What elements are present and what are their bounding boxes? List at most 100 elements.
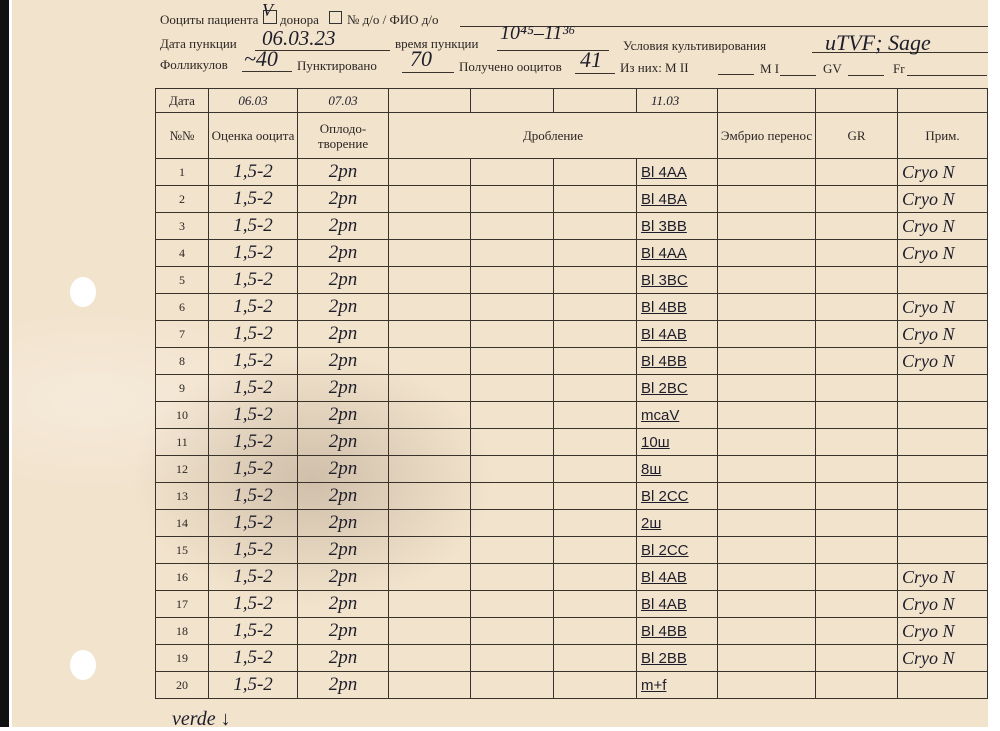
embryo-transfer-cell: [717, 509, 816, 537]
fr-label: Fr: [893, 61, 905, 76]
mi-label: M I: [760, 61, 780, 76]
embryo-transfer-cell: [717, 671, 816, 699]
oocyte-grade: 1,5-2: [208, 239, 298, 267]
puncture-time-label: время пункции: [395, 36, 479, 51]
note-cell: [897, 455, 988, 483]
fertilization: 2pn: [297, 347, 389, 375]
cleavage-cell: [388, 590, 471, 618]
row-number: 3: [155, 212, 209, 240]
cleavage-cell: [470, 374, 554, 402]
date-cell: 06.03: [208, 88, 298, 113]
note-cell: [897, 536, 988, 564]
col-oocyte-grade: Оценка ооцита: [208, 112, 298, 159]
table-row: 6 1,5-2 2pn Bl 4BB Cryo N: [155, 293, 988, 321]
blastocyst-grade: m+f: [636, 671, 718, 699]
cleavage-cell: [553, 671, 637, 699]
table-row: 14 1,5-2 2pn 2ш: [155, 509, 988, 537]
cleavage-cell: [553, 590, 637, 618]
note-cell: [897, 428, 988, 456]
embryo-transfer-cell: [717, 239, 816, 267]
embryo-transfer-cell: [717, 590, 816, 618]
oocyte-grade: 1,5-2: [208, 644, 298, 672]
embryo-transfer-cell: [717, 401, 816, 429]
patient-checkbox: [263, 10, 277, 24]
cleavage-cell: [388, 644, 471, 672]
date-cell: [897, 88, 988, 113]
embryo-transfer-cell: [717, 158, 816, 186]
cleavage-cell: [553, 536, 637, 564]
embryo-transfer-cell: [717, 536, 816, 564]
cleavage-cell: [553, 185, 637, 213]
blastocyst-grade: Bl 2BB: [636, 644, 718, 672]
cleavage-cell: [553, 644, 637, 672]
gr-cell: [815, 158, 898, 186]
table-row: 9 1,5-2 2pn Bl 2BC: [155, 374, 988, 402]
gr-cell: [815, 509, 898, 537]
cleavage-cell: [470, 536, 554, 564]
cleavage-cell: [470, 644, 554, 672]
note-cell: Cryo N: [897, 158, 988, 186]
date-cell: [553, 88, 637, 113]
cleavage-cell: [553, 455, 637, 483]
date-label: Дата: [155, 88, 209, 113]
blastocyst-grade: Bl 4BB: [636, 347, 718, 375]
embryo-transfer-cell: [717, 617, 816, 645]
culture-value: uTVF; Sage: [825, 30, 931, 55]
note-cell: Cryo N: [897, 347, 988, 375]
col-notes: Прим.: [897, 112, 988, 159]
embryo-transfer-cell: [717, 320, 816, 348]
cleavage-cell: [553, 617, 637, 645]
cleavage-cell: [388, 347, 471, 375]
gr-cell: [815, 374, 898, 402]
note-cell: Cryo N: [897, 617, 988, 645]
cleavage-cell: [553, 401, 637, 429]
col-embryo-transfer: Эмбрио перенос: [717, 112, 816, 159]
cleavage-cell: [470, 671, 554, 699]
donor-checkbox: [329, 11, 342, 24]
follicles-label: Фолликулов: [160, 57, 228, 72]
blastocyst-grade: Bl 4AA: [636, 239, 718, 267]
cleavage-cell: [470, 212, 554, 240]
row-number: 9: [155, 374, 209, 402]
table-row: 12 1,5-2 2pn 8ш: [155, 455, 988, 483]
row-number: 18: [155, 617, 209, 645]
oocyte-grade: 1,5-2: [208, 509, 298, 537]
table-row: 18 1,5-2 2pn Bl 4BB Cryo N: [155, 617, 988, 645]
footer-note: verde ↓: [172, 708, 231, 730]
row-number: 4: [155, 239, 209, 267]
cleavage-cell: [470, 266, 554, 294]
table-row: 17 1,5-2 2pn Bl 4AB Cryo N: [155, 590, 988, 618]
row-number: 11: [155, 428, 209, 456]
oocyte-grade: 1,5-2: [208, 428, 298, 456]
date-cell: 11.03: [636, 88, 718, 113]
blastocyst-grade: 8ш: [636, 455, 718, 483]
row-number: 17: [155, 590, 209, 618]
gr-cell: [815, 563, 898, 591]
cleavage-cell: [553, 563, 637, 591]
gr-cell: [815, 536, 898, 564]
cleavage-cell: [388, 401, 471, 429]
embryo-transfer-cell: [717, 347, 816, 375]
table-row: 1 1,5-2 2pn Bl 4AA Cryo N: [155, 158, 988, 186]
note-cell: [897, 671, 988, 699]
note-cell: [897, 374, 988, 402]
col-number: №№: [155, 112, 209, 159]
cleavage-cell: [470, 428, 554, 456]
fertilization: 2pn: [297, 563, 389, 591]
fertilization: 2pn: [297, 293, 389, 321]
table-row: 11 1,5-2 2pn 10ш: [155, 428, 988, 456]
culture-label: Условия культивирования: [623, 38, 767, 53]
cleavage-cell: [470, 563, 554, 591]
fertilization: 2pn: [297, 590, 389, 618]
scan-edge: [0, 0, 9, 727]
blastocyst-grade: Bl 3BC: [636, 266, 718, 294]
blastocyst-grade: 10ш: [636, 428, 718, 456]
col-fertilization: Оплодо-творение: [297, 112, 389, 159]
note-cell: [897, 266, 988, 294]
cleavage-cell: [470, 401, 554, 429]
gr-cell: [815, 239, 898, 267]
blastocyst-grade: Bl 4AB: [636, 563, 718, 591]
cleavage-cell: [553, 293, 637, 321]
note-cell: [897, 401, 988, 429]
cleavage-cell: [470, 239, 554, 267]
